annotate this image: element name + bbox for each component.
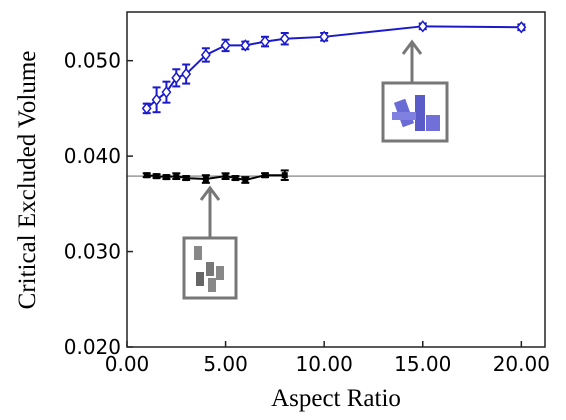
point: [183, 175, 190, 182]
point: [417, 20, 428, 33]
point: [202, 176, 209, 183]
point: [220, 39, 231, 52]
axes-frame: [126, 11, 546, 348]
rod: [216, 266, 224, 280]
point: [151, 93, 162, 107]
rod: [392, 112, 416, 120]
point: [262, 172, 269, 179]
rod: [194, 246, 202, 260]
point: [141, 102, 152, 115]
x-tick-label: 15.00: [394, 352, 451, 376]
point: [181, 67, 192, 81]
x-tick-label: 5.00: [203, 352, 248, 376]
point: [161, 85, 172, 99]
y-tick-label: 0.030: [64, 240, 121, 264]
point: [516, 21, 527, 34]
point: [232, 175, 239, 182]
y-tick-label: 0.040: [64, 144, 121, 168]
x-axis-label: Aspect Ratio: [271, 385, 401, 412]
x-tick-label: 10.00: [296, 352, 353, 376]
rod: [196, 272, 204, 286]
point: [143, 172, 150, 179]
series-line: [146, 25, 522, 110]
arrow-head: [401, 39, 423, 55]
point: [171, 71, 182, 85]
point: [173, 173, 180, 180]
insets: [182, 39, 449, 300]
point: [279, 32, 290, 45]
point: [222, 173, 229, 180]
y-axis-label: Critical Excluded Volume: [14, 51, 41, 310]
arrow-head: [199, 185, 221, 201]
x-tick-label: 0.00: [105, 352, 150, 376]
point: [260, 35, 270, 48]
rod: [426, 115, 440, 131]
rod: [206, 262, 214, 276]
point: [200, 48, 211, 62]
rod: [415, 95, 425, 131]
point: [153, 173, 160, 180]
point: [281, 172, 288, 179]
point: [163, 174, 170, 181]
point: [319, 30, 330, 44]
point: [240, 39, 251, 52]
y-tick-label: 0.050: [64, 49, 121, 73]
point: [242, 176, 249, 183]
y-tick-label: 0.020: [64, 335, 121, 359]
rod: [208, 278, 216, 292]
x-tick-label: 20.00: [493, 352, 550, 376]
